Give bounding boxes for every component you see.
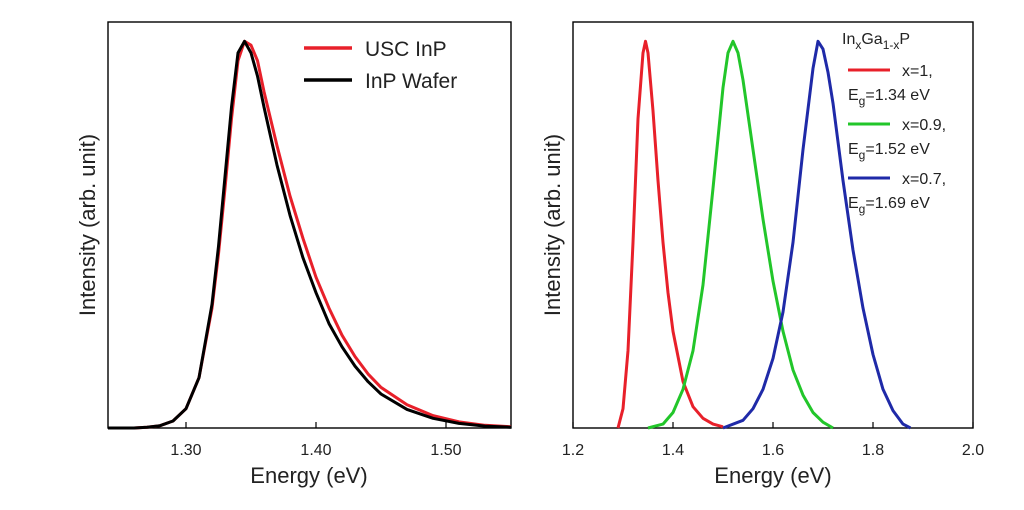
legend-label-inp-wafer: InP Wafer [365,70,457,93]
left-legend: USC InP InP Wafer [304,38,457,93]
left-y-axis-title: Intensity (arb. unit) [75,134,100,316]
left-x-tick-label: 1.30 [170,442,201,459]
left-series-line-0 [108,39,512,430]
right-y-axis-title: Intensity (arb. unit) [540,134,565,316]
legend-label-x07: x=0.7, [902,171,946,188]
left-x-axis-title: Energy (eV) [250,463,367,488]
left-series-lines [108,39,512,430]
right-x-axis-title: Energy (eV) [714,463,831,488]
legend-label-x09: x=0.9, [902,117,946,134]
legend-label-eg2: Eg=1.52 eV [848,141,930,162]
right-legend: InxGa1-xP x=1, Eg=1.34 eV x=0.9, Eg=1.52… [842,31,946,216]
legend-label-eg3: Eg=1.69 eV [848,195,930,216]
left-chart-panel: 1.30 1.40 1.50 Energy (eV) Intensity (arb.… [75,21,512,488]
right-x-tick-label: 1.4 [662,442,684,459]
left-plot-frame [107,21,512,429]
right-series-line-1 [647,39,834,430]
right-x-tick-label: 1.8 [862,442,884,459]
right-x-tick-label: 1.2 [562,442,584,459]
legend-title-composition: InxGa1-xP [842,31,910,52]
left-series-line-1 [108,39,512,430]
right-x-tick-label: 1.6 [762,442,784,459]
legend-label-eg1: Eg=1.34 eV [848,87,930,108]
right-series-line-2 [722,39,912,430]
legend-label-x1: x=1, [902,63,933,80]
left-x-tick-label: 1.40 [300,442,331,459]
right-series-lines [616,39,912,430]
right-series-line-0 [616,39,724,429]
right-chart-panel: 1.2 1.4 1.6 1.8 2.0 Energy (eV) Intensity (a… [540,21,984,488]
legend-label-usc-inp: USC InP [365,38,447,61]
left-x-tick-label: 1.50 [430,442,461,459]
right-x-ticks: 1.2 1.4 1.6 1.8 2.0 [562,422,984,459]
right-x-tick-label: 2.0 [962,442,984,459]
left-x-ticks: 1.30 1.40 1.50 [170,422,462,459]
